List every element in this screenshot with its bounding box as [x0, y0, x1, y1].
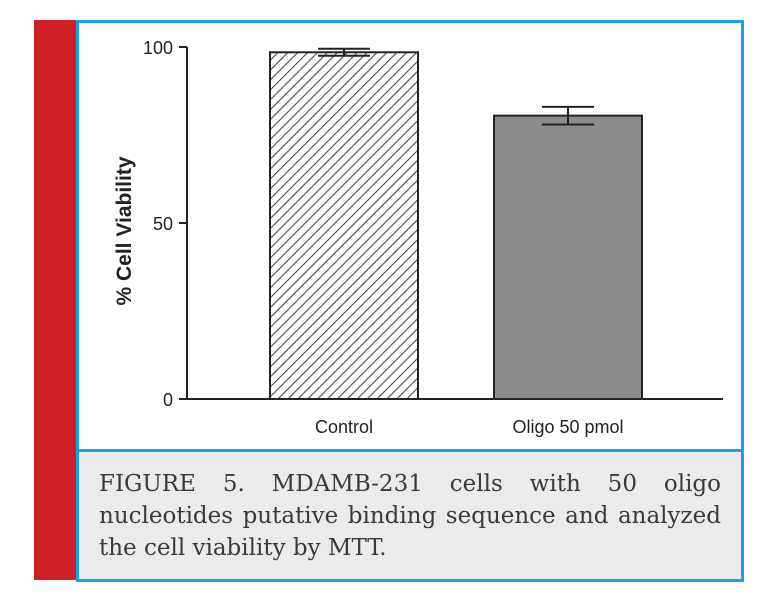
y-tick-label: 100 — [143, 38, 173, 58]
bar-oligo — [493, 114, 643, 400]
y-axis-label: % Cell Viability — [113, 156, 136, 305]
figure-frame: 0 50 100 Control Oligo 50 pmol % Cell Viabi… — [76, 20, 744, 582]
bar-chart: 0 50 100 Control Oligo 50 pmol % Cell Viabi… — [113, 38, 723, 437]
y-tick-label: 50 — [153, 214, 173, 234]
bars: Control Oligo 50 pmol — [269, 47, 643, 437]
caption-box: FIGURE 5. MDAMB-231 cells with 50 oligo … — [79, 449, 741, 579]
bar-control — [269, 51, 419, 401]
figure-caption: FIGURE 5. MDAMB-231 cells with 50 oligo … — [99, 471, 721, 561]
red-accent-bar — [34, 20, 76, 580]
axis-labels: % Cell Viability — [113, 156, 136, 305]
y-tick-label: 0 — [163, 390, 173, 410]
x-tick-label: Control — [315, 417, 373, 437]
plot-area: 0 50 100 Control Oligo 50 pmol % Cell Viabi… — [79, 23, 741, 449]
x-tick-label: Oligo 50 pmol — [512, 417, 623, 437]
